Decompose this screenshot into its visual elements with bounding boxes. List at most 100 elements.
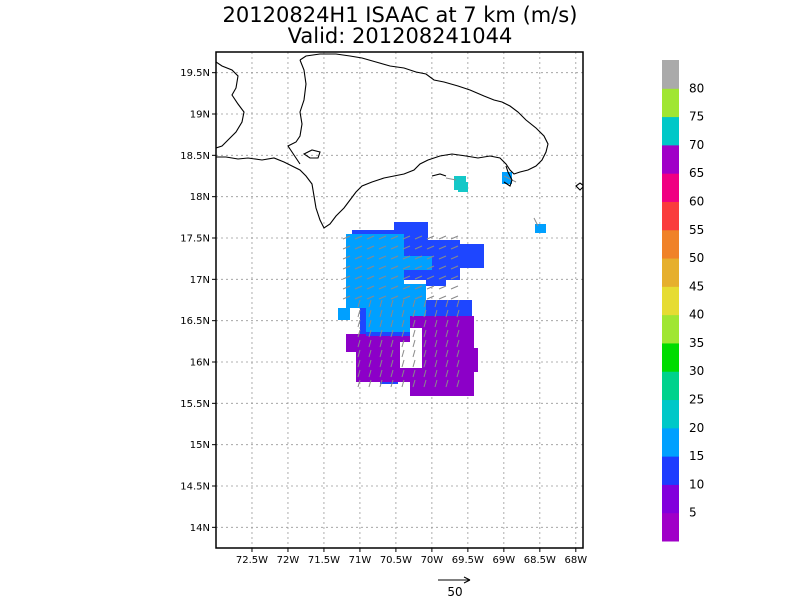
wind-vector bbox=[366, 255, 375, 260]
wind-vector bbox=[357, 359, 361, 368]
x-tick-label: 68W bbox=[564, 555, 587, 566]
wind-vector bbox=[456, 349, 460, 358]
x-tick-label: 68.5W bbox=[524, 555, 556, 566]
wind-vector bbox=[423, 299, 427, 308]
wind-vector bbox=[412, 379, 416, 388]
colorbar-segment bbox=[662, 60, 679, 89]
wind-vector bbox=[379, 379, 383, 388]
wind-vector bbox=[412, 299, 416, 308]
wind-vector bbox=[342, 235, 351, 240]
reference-vector-label: 50 bbox=[447, 585, 462, 599]
wind-vector bbox=[438, 285, 447, 290]
plot-frame bbox=[215, 51, 584, 549]
wind-vector bbox=[423, 309, 427, 318]
wind-vector bbox=[412, 319, 416, 328]
wind-vector bbox=[357, 329, 361, 338]
wind-vector bbox=[456, 339, 460, 348]
wind-vector bbox=[379, 339, 383, 348]
colorbar-label: 35 bbox=[689, 336, 704, 350]
colorbar-label: 10 bbox=[689, 477, 704, 491]
wind-vector bbox=[390, 245, 399, 250]
y-axis-ticks: 19.5N 19N 18.5N 18N 17.5N 17N 16.5N 16N 15.5N 15N… bbox=[180, 68, 216, 534]
colorbar-label: 80 bbox=[689, 81, 704, 95]
wind-vector bbox=[456, 369, 460, 378]
wind-vector bbox=[390, 359, 394, 368]
wind-vector bbox=[366, 235, 375, 240]
colorbar-segment bbox=[662, 258, 679, 287]
x-tick-label: 69W bbox=[493, 555, 516, 566]
x-tick-label: 71.5W bbox=[308, 555, 340, 566]
wind-vector bbox=[354, 295, 363, 300]
wind-vector bbox=[379, 369, 383, 378]
colorbar-label: 65 bbox=[689, 166, 704, 180]
wind-vector bbox=[342, 265, 351, 270]
wind-vector bbox=[368, 309, 372, 318]
wind-vector bbox=[378, 275, 387, 280]
wind-vector bbox=[390, 265, 399, 270]
wind-vector bbox=[434, 329, 438, 338]
y-tick-label: 17.5N bbox=[180, 234, 210, 245]
wind-vector bbox=[414, 285, 423, 290]
grid-lines bbox=[216, 52, 583, 548]
wind-vector bbox=[390, 255, 399, 260]
y-tick-label: 16N bbox=[190, 358, 210, 369]
colorbar-label: 60 bbox=[689, 194, 704, 208]
wind-vector bbox=[450, 255, 459, 260]
wind-vector bbox=[423, 349, 427, 358]
wind-vector bbox=[357, 379, 361, 388]
x-tick-label: 71W bbox=[349, 555, 372, 566]
wind-vector bbox=[378, 285, 387, 290]
colorbar-segment bbox=[662, 314, 679, 344]
wind-vector bbox=[402, 265, 411, 270]
wind-vector bbox=[342, 285, 351, 290]
wind-speed-field bbox=[338, 172, 546, 396]
y-tick-label: 15N bbox=[190, 440, 210, 451]
coastline bbox=[216, 53, 583, 229]
wind-vector bbox=[378, 295, 387, 300]
wind-cell bbox=[346, 334, 366, 352]
y-tick-label: 16.5N bbox=[180, 316, 210, 327]
colorbar-label: 5 bbox=[689, 506, 697, 520]
colorbar-segment bbox=[662, 456, 679, 485]
wind-vector bbox=[401, 309, 405, 318]
wind-vector bbox=[503, 175, 517, 183]
wind-vector bbox=[426, 275, 435, 280]
wind-vector bbox=[368, 329, 372, 338]
wind-vector bbox=[434, 299, 438, 308]
colorbar-label: 70 bbox=[689, 138, 704, 152]
wind-vector bbox=[438, 245, 447, 250]
wind-vector bbox=[412, 329, 416, 338]
wind-vector bbox=[366, 295, 375, 300]
wind-vector bbox=[414, 245, 423, 250]
wind-vector bbox=[445, 329, 449, 338]
wind-vector bbox=[366, 285, 375, 290]
wind-vector bbox=[434, 339, 438, 348]
wind-vector bbox=[402, 235, 411, 240]
wind-vector bbox=[423, 369, 427, 378]
wind-vector bbox=[354, 235, 363, 240]
wind-vector bbox=[378, 265, 387, 270]
wind-vector bbox=[426, 265, 435, 270]
wind-vector bbox=[412, 369, 416, 378]
wind-vector bbox=[445, 379, 449, 388]
wind-vector bbox=[456, 359, 460, 368]
x-tick-label: 69.5W bbox=[452, 555, 484, 566]
wind-vector bbox=[401, 369, 405, 378]
wind-vectors bbox=[342, 175, 539, 388]
wind-vector bbox=[445, 359, 449, 368]
wind-vector bbox=[450, 285, 459, 290]
wind-vector bbox=[434, 369, 438, 378]
wind-vector bbox=[401, 299, 405, 308]
wind-vector bbox=[426, 235, 435, 240]
wind-vector bbox=[402, 255, 411, 260]
wind-vector bbox=[426, 285, 435, 290]
colorbar-segment bbox=[662, 144, 679, 174]
wind-vector bbox=[342, 245, 351, 250]
title-line-1: 20120824H1 ISAAC at 7 km (m/s) bbox=[223, 3, 578, 27]
x-tick-label: 70W bbox=[421, 555, 444, 566]
wind-vector bbox=[357, 319, 361, 328]
wind-vector bbox=[379, 359, 383, 368]
wind-vector bbox=[450, 245, 459, 250]
wind-vector bbox=[390, 295, 399, 300]
wind-vector bbox=[456, 309, 460, 318]
